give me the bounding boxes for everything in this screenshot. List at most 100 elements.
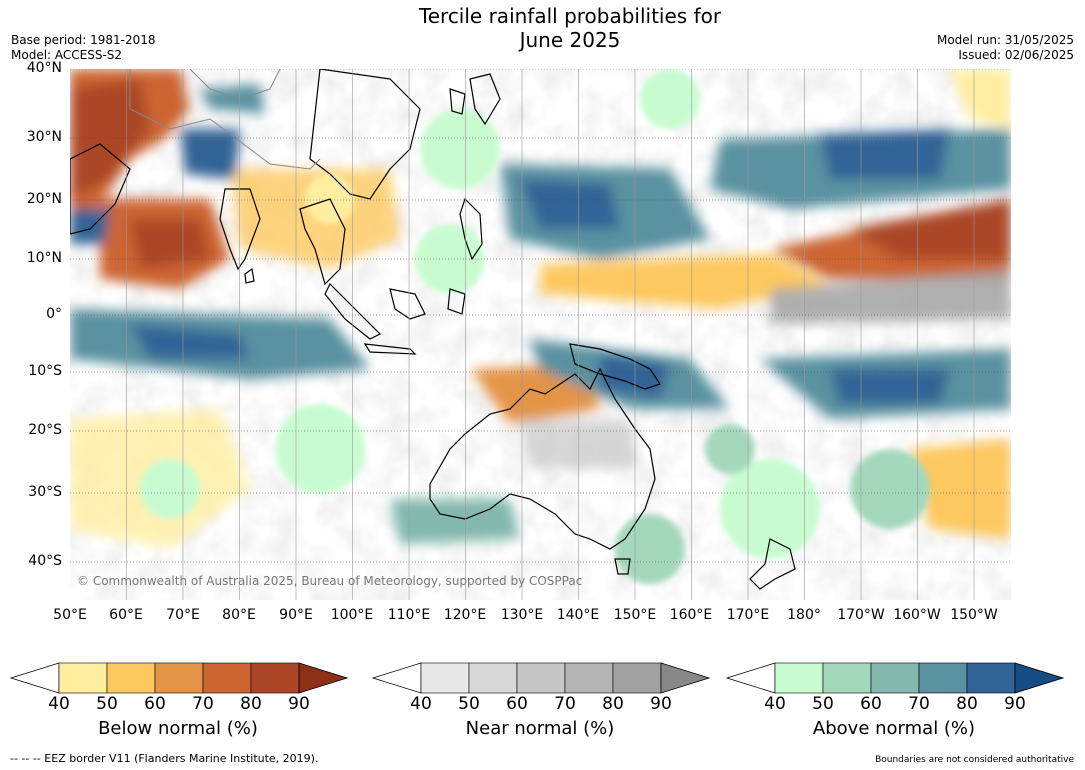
near-normal-colorbar-segment xyxy=(420,662,470,694)
lon-label-80e: 80°E xyxy=(222,607,256,623)
below-normal-colorbar-segment xyxy=(250,662,300,694)
below-normal-colorbar-title: Below normal (%) xyxy=(98,718,258,739)
above-normal-colorbar-segment xyxy=(822,662,872,694)
lat-label-20s: 20°S xyxy=(28,422,62,438)
indochina-outline xyxy=(299,198,346,286)
lat-label-0: 0° xyxy=(46,306,62,322)
lat-label-20n: 20°N xyxy=(26,191,62,207)
model-name: Model: ACCESS-S2 xyxy=(11,48,123,62)
lon-label-150e: 150°E xyxy=(613,607,657,623)
near-normal-colorbar-tick: 50 xyxy=(458,694,480,714)
above-normal-south-pacific-core xyxy=(830,369,950,404)
title-line-1: Tercile rainfall probabilities for xyxy=(418,4,722,28)
below-normal-colorbar-segment xyxy=(106,662,156,694)
lon-label-100e: 100°E xyxy=(330,607,374,623)
above-normal-horn-africa xyxy=(70,209,110,244)
lon-label-160w: 160°W xyxy=(893,607,941,623)
lat-label-40s: 40°S xyxy=(28,553,62,569)
lon-label-140e: 140°E xyxy=(556,607,600,623)
above-normal-north-pacific-core xyxy=(820,129,950,179)
below-normal-colorbar-segment xyxy=(154,662,204,694)
below-normal-colorbar-tick: 80 xyxy=(240,694,262,714)
near-normal-colorbar-tick: 60 xyxy=(506,694,528,714)
below-normal-equatorial xyxy=(540,254,830,309)
tasmania-outline xyxy=(614,558,631,575)
sumatra-outline xyxy=(324,282,382,340)
below-normal-north-pacific xyxy=(950,69,1011,129)
below-normal-colorbar-tick: 50 xyxy=(96,694,118,714)
map-title: Tercile rainfall probabilities for June … xyxy=(300,4,840,52)
below-normal-nw-pacific-core xyxy=(850,199,1011,259)
new-guinea-outline xyxy=(569,343,661,390)
lon-label-110e: 110°E xyxy=(387,607,431,623)
india-outline xyxy=(219,188,261,271)
lat-label-10s: 10°S xyxy=(28,363,62,379)
near-normal-colorbar-tick: 90 xyxy=(650,694,672,714)
arabia-outline xyxy=(70,143,131,235)
lat-gridlines xyxy=(70,69,1011,563)
title-line-2: June 2025 xyxy=(519,28,621,52)
lon-label-170e: 170°E xyxy=(726,607,770,623)
issued-date: Issued: 02/06/2025 xyxy=(958,48,1074,62)
meta-right: Model run: 31/05/2025 Issued: 02/06/2025 xyxy=(937,33,1074,63)
near-normal-colorbar-high-extend xyxy=(660,662,710,694)
near-normal-colorbar-tick: 40 xyxy=(410,694,432,714)
above-normal-colorbar-tick: 90 xyxy=(1004,694,1026,714)
japan-outline xyxy=(469,73,501,126)
lon-label-170w: 170°W xyxy=(837,607,885,623)
java-outline xyxy=(363,343,417,355)
rainfall-map xyxy=(70,69,1011,600)
lon-label-120e: 120°E xyxy=(443,607,487,623)
lat-label-40n: 40°N xyxy=(26,60,62,76)
lon-label-50e: 50°E xyxy=(53,607,87,623)
above-normal-philippine-sea-core xyxy=(520,179,620,229)
base-period: Base period: 1981-2018 xyxy=(11,33,156,47)
above-normal-colorbar-segment xyxy=(966,662,1016,694)
china-coast-outline xyxy=(309,69,421,200)
lon-gridlines xyxy=(126,69,975,600)
below-normal-arabian-sea-core xyxy=(130,219,210,269)
model-run: Model run: 31/05/2025 xyxy=(936,33,1074,47)
sulawesi-outline xyxy=(447,288,466,315)
below-normal-colorbar xyxy=(10,662,348,694)
near-normal-colorbar-segment xyxy=(564,662,614,694)
above-normal-colorbar-tick: 70 xyxy=(908,694,930,714)
near-normal-colorbar-segment xyxy=(612,662,662,694)
above-normal-south-of-australia xyxy=(390,499,520,544)
lon-label-180: 180° xyxy=(787,607,821,623)
below-normal-colorbar-segment xyxy=(58,662,108,694)
above-normal-indian-ocean-core xyxy=(130,324,250,359)
above-normal-colorbar-low-extend xyxy=(726,662,776,694)
above-normal-colorbar-segment xyxy=(870,662,920,694)
near-normal-colorbar-tick: 80 xyxy=(602,694,624,714)
meta-left: Base period: 1981-2018 Model: ACCESS-S2 xyxy=(11,33,156,63)
above-normal-tibet xyxy=(180,129,240,179)
lon-label-130e: 130°E xyxy=(500,607,544,623)
australia-outline xyxy=(429,367,656,550)
below-normal-south-pacific xyxy=(910,439,1011,539)
new-zealand-outline xyxy=(749,538,796,590)
near-normal-colorbar xyxy=(372,662,710,694)
lon-label-150w: 150°W xyxy=(950,607,998,623)
copyright-text: © Commonwealth of Australia 2025, Bureau… xyxy=(77,574,583,588)
light-green-patches xyxy=(140,69,930,584)
above-normal-colorbar-segment xyxy=(918,662,968,694)
lat-label-30n: 30°N xyxy=(26,129,62,145)
near-normal-australia xyxy=(520,419,640,469)
above-normal-colorbar-title: Above normal (%) xyxy=(812,718,976,739)
near-normal-equatorial-pacific xyxy=(770,269,1011,324)
below-normal-colorbar-tick: 90 xyxy=(288,694,310,714)
below-normal-colorbar-tick: 70 xyxy=(192,694,214,714)
below-normal-colorbar-tick: 40 xyxy=(48,694,70,714)
near-normal-colorbar-tick: 70 xyxy=(554,694,576,714)
country-borders xyxy=(129,69,321,170)
below-normal-colorbar-high-extend xyxy=(298,662,348,694)
above-normal-colorbar xyxy=(726,662,1064,694)
above-normal-colorbar-tick: 60 xyxy=(860,694,882,714)
korea-outline xyxy=(449,88,466,115)
above-normal-colorbar-tick: 80 xyxy=(956,694,978,714)
coastlines xyxy=(70,69,796,590)
above-normal-colorbar-high-extend xyxy=(1014,662,1064,694)
near-normal-colorbar-segment xyxy=(468,662,518,694)
borneo-outline xyxy=(389,288,426,320)
